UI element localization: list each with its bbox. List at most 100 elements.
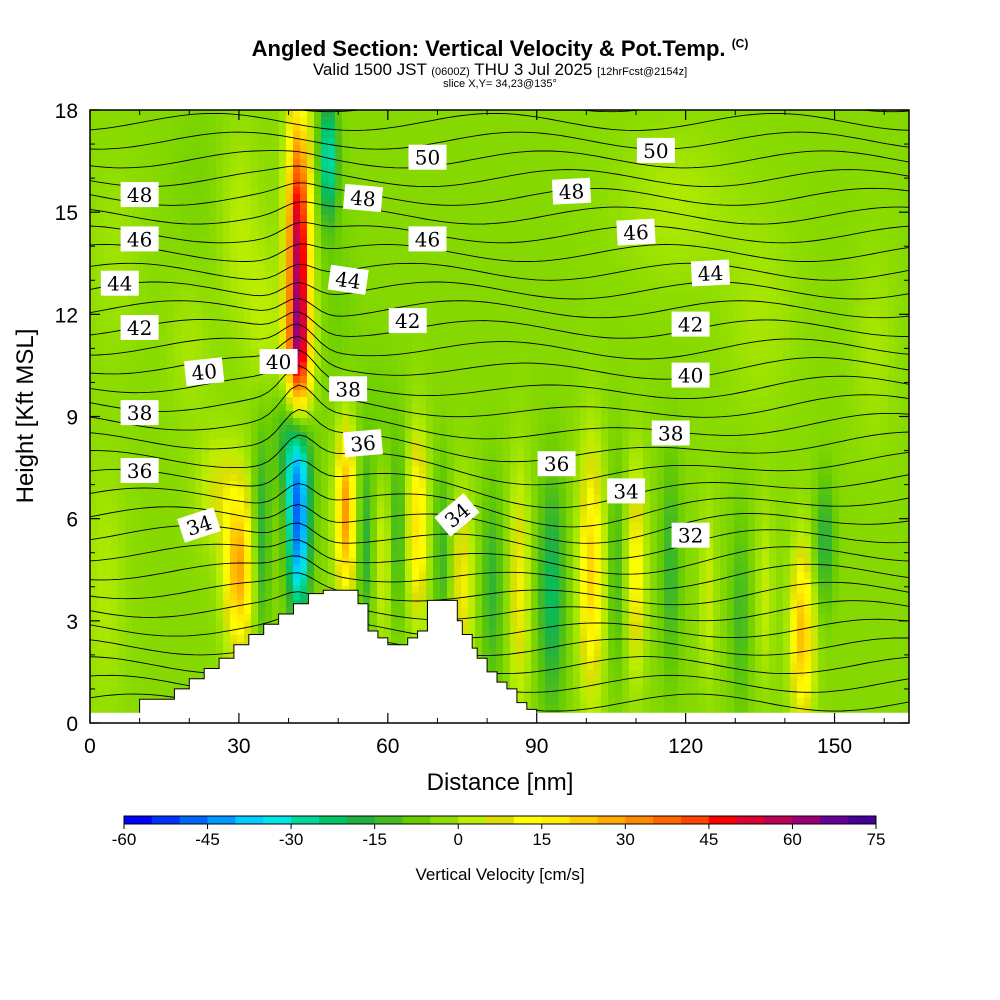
theta-label-text: 34 [613,479,638,503]
colorbar-swatch [513,816,543,824]
theta-label-bg [120,400,159,426]
theta-label: 46 [408,226,447,252]
y-tick-label: 3 [66,611,78,634]
theta-label: 42 [671,311,710,337]
theta-contour-line [90,311,909,339]
theta-label-bg [671,362,710,388]
theta-label-text: 42 [395,309,420,333]
x-tick-label: 90 [525,735,548,758]
colorbar-swatch [848,816,877,824]
colorbar-swatch [569,816,598,824]
ground-strip [90,712,909,723]
theta-label-bg [183,357,225,387]
chart-subtitle: Valid 1500 JST (0600Z) THU 3 Jul 2025 [1… [0,60,1000,80]
y-tick-label: 6 [66,509,78,532]
theta-contour-line [90,221,909,244]
y-tick-label: 12 [55,304,78,327]
valid-date: THU 3 Jul 2025 [474,60,593,79]
y-tick-label: 0 [66,713,78,736]
theta-contour-line [90,483,909,528]
theta-label: 44 [327,264,369,295]
colorbar-swatch [597,816,626,824]
x-tick-label: 150 [817,735,852,758]
colorbar-tick-label: 75 [867,830,886,849]
colorbar-swatch [708,816,738,824]
theta-label-bg [434,493,480,537]
colorbar: -60 -45 -30 -15 0 15 30 45 60 75 [112,815,886,849]
theta-label: 34 [177,507,221,543]
theta-label-text: 50 [643,139,668,163]
theta-label-bg [100,270,139,296]
x-tick-label: 30 [227,735,250,758]
y-axis-title: Height [Kft MSL] [12,329,39,504]
colorbar-swatch [179,816,208,824]
theta-label-text: 36 [544,452,569,476]
theta-label-bg [616,218,656,246]
colorbar-swatch [374,816,403,824]
theta-label-bg [388,308,427,334]
forecast-info: [12hrFcst@2154z] [597,66,688,78]
theta-label-bg [551,177,592,205]
colorbar-swatch [346,816,376,824]
theta-label-text: 40 [190,359,218,386]
theta-label: 48 [343,183,384,213]
vertical-velocity-field [90,110,909,723]
colorbar-tick-label: -60 [112,830,137,849]
colorbar-swatch [486,816,515,824]
theta-contour-line [90,612,909,639]
theta-label-text: 38 [127,401,152,425]
theta-label-bg [408,144,447,170]
valid-utc: (0600Z) [431,66,470,78]
theta-label-bg [343,183,384,213]
colorbar-swatch [736,816,765,824]
theta-contour-line [90,150,909,169]
theta-label-text: 40 [678,364,703,388]
theta-label: 34 [434,493,480,537]
theta-contour-line [90,539,909,575]
theta-label-text: 48 [558,179,585,204]
theta-label: 38 [120,400,159,426]
theta-contour-line [90,131,909,150]
theta-label: 40 [183,357,225,387]
theta-label-bg [120,226,159,252]
theta-label-text: 46 [623,220,650,245]
theta-label-bg [342,429,383,458]
terrain-shape [139,589,538,723]
chart-title: Angled Section: Vertical Velocity & Pot.… [0,36,1000,62]
theta-contour-line [90,555,909,590]
theta-contour-line [90,522,909,560]
theta-contour-line [90,635,909,657]
theta-label-text: 36 [349,431,376,457]
theta-label-text: 44 [697,261,724,286]
theta-label-bg [651,420,690,446]
theta-contour-line [90,365,909,418]
colorbar-swatch [681,816,710,824]
colorbar-swatch [151,816,181,824]
colorbar-tick-label: -15 [362,830,387,849]
theta-label: 36 [120,458,159,483]
colorbar-swatch [541,816,571,824]
theta-label: 48 [551,177,592,205]
theta-label: 46 [120,226,159,252]
theta-label-bg [327,264,369,295]
theta-label-text: 42 [678,313,703,337]
theta-label-text: 32 [678,524,703,548]
theta-label-text: 44 [334,267,363,294]
theta-contour-line [90,281,909,300]
theta-contour-line [90,504,909,544]
theta-contour-line [90,591,909,622]
theta-label-text: 38 [335,377,360,401]
colorbar-tick-label: 45 [699,830,718,849]
theta-label-bg [408,226,447,252]
colorbar-tick-label: 30 [616,830,635,849]
theta-contour-line [90,384,909,440]
chart-title-text: Angled Section: Vertical Velocity & Pot.… [251,36,726,61]
theta-contour-line [90,409,909,463]
theta-label-bg [177,507,221,543]
theta-contour-line [90,335,909,380]
theta-label: 42 [120,315,159,340]
theta-contour-line [90,262,909,281]
theta-contours [90,110,909,712]
theta-label-bg [607,478,646,504]
